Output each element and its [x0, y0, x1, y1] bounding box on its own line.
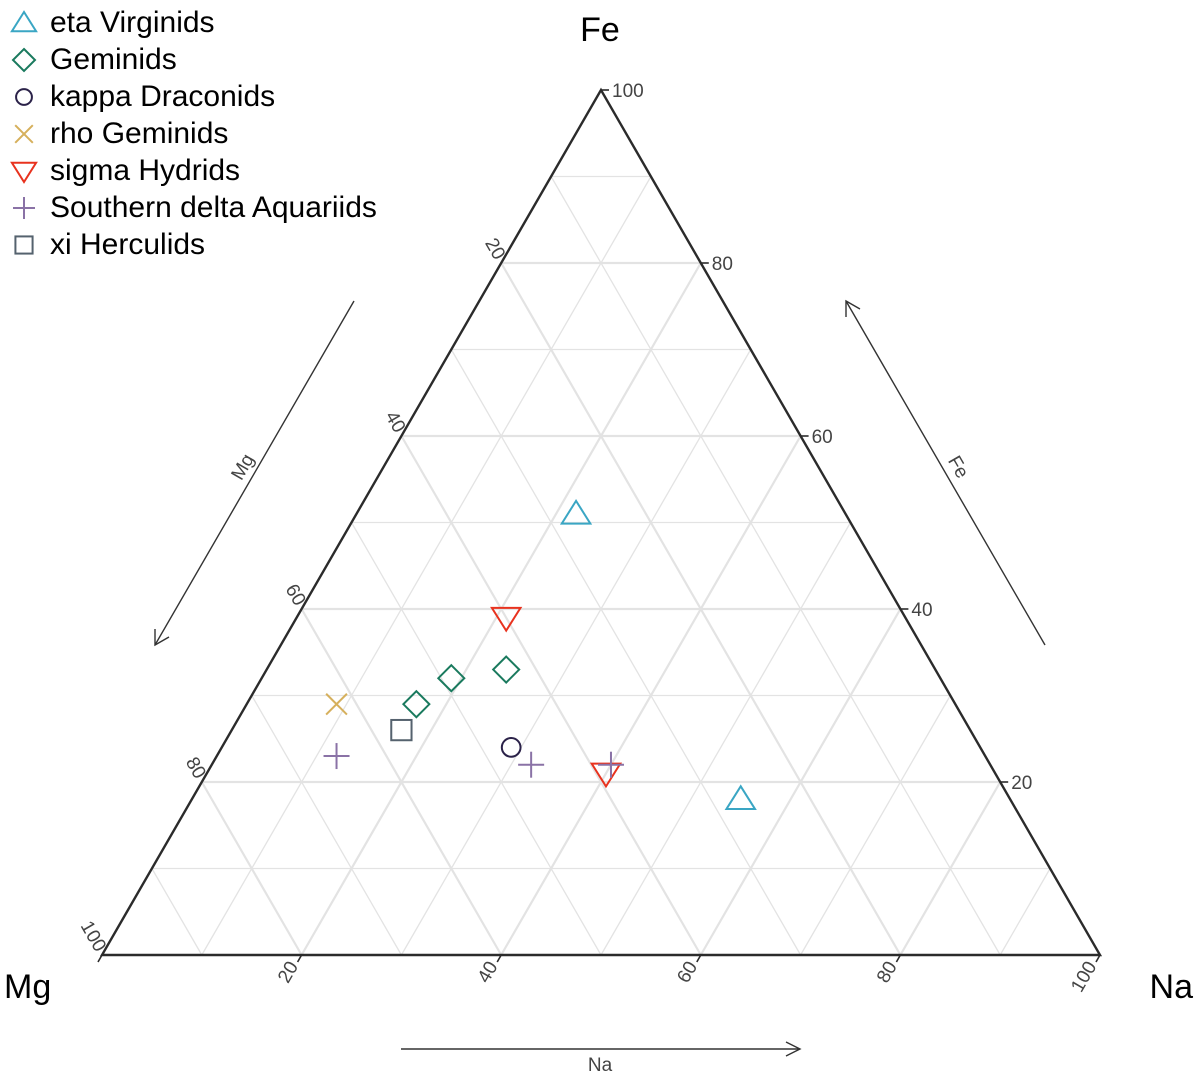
vertex-label-fe: Fe	[580, 11, 620, 49]
point-triangle-down-4-1	[589, 762, 623, 789]
vertex-label-mg: Mg	[4, 968, 51, 1006]
legend-marker-shape	[10, 9, 38, 32]
point-plus-5-1	[518, 751, 545, 778]
grid-line-mg-70	[251, 695, 402, 956]
legend-label: sigma Hydrids	[50, 153, 241, 187]
mg-axis-label: Mg	[228, 451, 259, 484]
point-circle-2-0	[500, 737, 522, 758]
point-x-3-0	[325, 693, 348, 716]
tick-na-100	[1095, 954, 1101, 963]
point-square-6-0	[390, 718, 413, 742]
triangle-up-marker-icon	[10, 9, 38, 32]
circle-marker-icon	[15, 87, 33, 106]
legend-label: kappa Draconids	[50, 79, 276, 113]
tick-label-na-40: 40	[474, 958, 503, 987]
grid-line-na-60	[699, 608, 902, 956]
tick-na-80	[895, 954, 902, 963]
tick-mg-40	[396, 435, 403, 444]
grid-line-na-80	[899, 781, 1002, 956]
tick-label-fe-60: 60	[812, 427, 833, 448]
point-diamond-1-1	[491, 655, 521, 684]
grid-line-mg-10	[550, 176, 1001, 956]
legend-marker-shape	[15, 87, 33, 106]
point-diamond-1-2	[401, 689, 431, 719]
tick-mg-80	[197, 781, 203, 790]
x-marker-icon	[14, 123, 34, 144]
legend-item: rho Geminids	[6, 115, 377, 152]
triangle-down-marker-icon	[10, 161, 38, 184]
plus-marker-icon	[13, 196, 35, 219]
tick-label-na-60: 60	[673, 958, 702, 987]
legend-label: Geminids	[50, 42, 177, 76]
tick-label-fe-80: 80	[712, 254, 733, 275]
legend-item: Southern delta Aquariids	[6, 189, 377, 226]
grid-line-mg-60	[300, 608, 503, 956]
point-plus-5-2	[597, 751, 624, 778]
grid-line-na-50	[600, 522, 852, 956]
legend-marker-shape	[10, 161, 38, 184]
vertex-label-na: Na	[1150, 968, 1194, 1006]
tick-mg-60	[296, 608, 303, 617]
tick-label-na-100: 100	[1067, 958, 1101, 996]
legend-label: Southern delta Aquariids	[50, 190, 377, 224]
legend-item: Geminids	[6, 41, 377, 78]
legend-item: kappa Draconids	[6, 78, 377, 115]
triangle-outline	[99, 87, 1103, 957]
legend-label: rho Geminids	[50, 116, 229, 150]
legend-marker-shape	[11, 47, 37, 72]
tick-mg-20	[496, 262, 502, 271]
tick-label-fe-100: 100	[612, 81, 644, 102]
grid-line-mg-30	[450, 349, 802, 956]
tick-label-na-80: 80	[873, 958, 902, 987]
grid-line-mg-80	[200, 781, 303, 956]
tick-mg-100	[97, 954, 103, 963]
grid-line-na-90	[999, 868, 1051, 956]
tick-label-fe-20: 20	[1011, 773, 1032, 794]
mg-axis-arrow	[154, 300, 355, 647]
legend-item: xi Herculids	[6, 226, 377, 263]
grid-lines	[151, 175, 1051, 956]
grid-line-na-70	[800, 695, 951, 956]
tick-na-20	[296, 954, 303, 963]
diamond-marker-icon	[11, 47, 37, 72]
point-triangle-down-4-0	[490, 606, 523, 633]
point-diamond-1-0	[436, 663, 466, 693]
grid-line-na-10	[201, 176, 652, 956]
grid-line-mg-90	[151, 868, 203, 956]
legend-label: eta Virginids	[50, 5, 215, 39]
legend-item: sigma Hydrids	[6, 152, 377, 189]
legend-item: eta Virginids	[6, 4, 377, 41]
fe-axis-arrow	[845, 299, 1046, 646]
point-triangle-up-0-0	[559, 498, 593, 525]
legend-marker-shape	[14, 234, 34, 255]
legend-label: xi Herculids	[50, 227, 206, 261]
na-axis-arrow	[401, 1041, 802, 1057]
legend-marker-shape	[13, 196, 35, 219]
grid-line-mg-50	[350, 522, 602, 956]
tick-na-40	[496, 954, 502, 963]
na-axis-label: Na	[588, 1055, 613, 1076]
tick-label-na-20: 20	[274, 958, 303, 987]
tick-na-60	[696, 954, 702, 963]
point-plus-5-0	[323, 743, 350, 770]
triangle-frame	[99, 87, 1103, 957]
point-triangle-up-0-1	[724, 784, 757, 811]
grid-line-na-30	[400, 349, 752, 956]
square-marker-icon	[14, 234, 34, 255]
tick-label-fe-40: 40	[911, 600, 932, 621]
data-points	[323, 498, 757, 811]
legend: eta Virginids Geminids kappa Draconids rho …	[6, 4, 377, 263]
legend-marker-shape	[14, 123, 34, 144]
